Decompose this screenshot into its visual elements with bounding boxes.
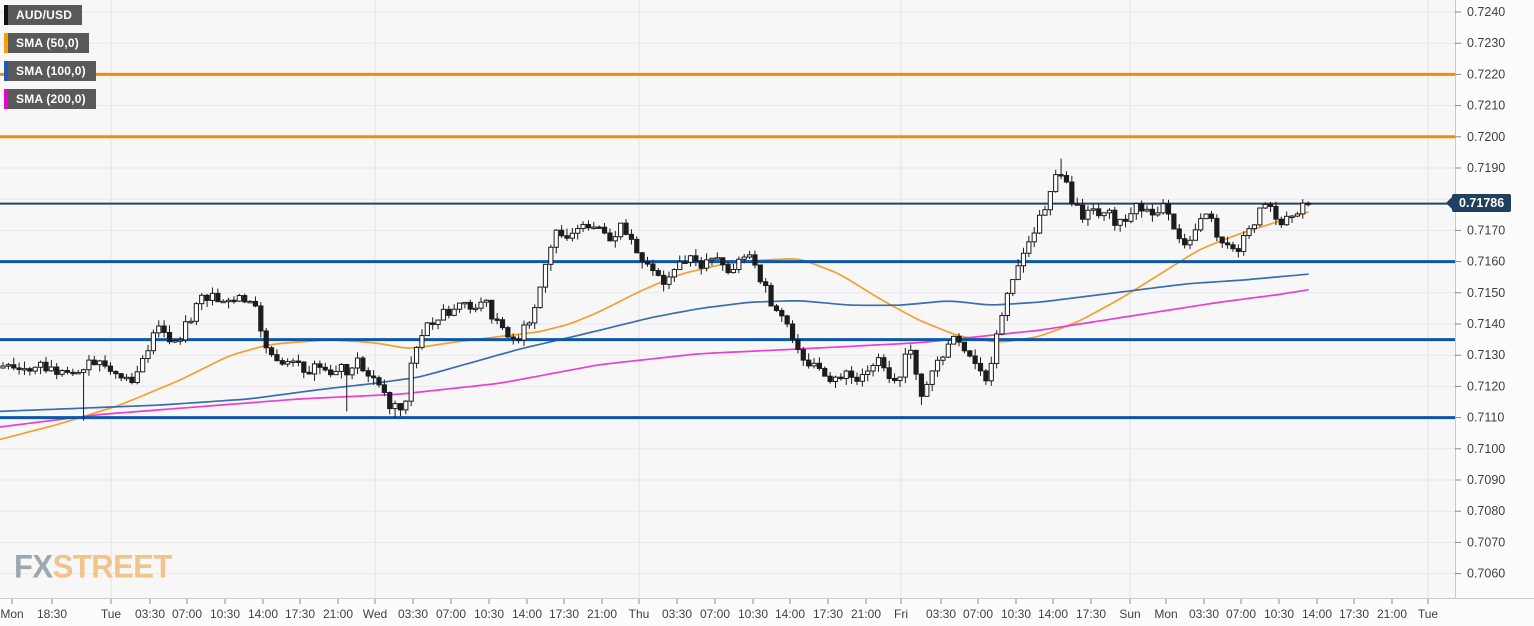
time-axis-label: 17:30 [1339,607,1369,621]
time-axis-label: 21:00 [851,607,881,621]
legend-item-label: SMA (50,0) [8,33,89,53]
legend-color-strip [4,89,8,109]
price-axis-label: 0.7220 [1467,67,1505,81]
time-axis-label: 21:00 [587,607,617,621]
legend-item-sma-100-0[interactable]: SMA (100,0) [4,61,96,81]
price-axis-label: 0.7170 [1467,223,1505,237]
candles [0,158,1311,421]
price-axis-label: 0.7210 [1467,99,1505,113]
legend-item-sma-50-0[interactable]: SMA (50,0) [4,33,89,53]
time-axis-label: Fri [894,607,908,621]
time-axis-label: 17:30 [549,607,579,621]
time-axis-label: 14:00 [512,607,542,621]
price-axis-label: 0.7090 [1467,473,1505,487]
time-axis-label: 21:00 [1377,607,1407,621]
time-axis-label: 17:30 [1076,607,1106,621]
time-axis-label: 03:30 [398,607,428,621]
price-axis-label: 0.7150 [1467,286,1505,300]
time-axis-label: 03:30 [1189,607,1219,621]
price-axis-label: 0.7140 [1467,317,1505,331]
time-axis-label: 17:30 [285,607,315,621]
legend-item-sma-200-0[interactable]: SMA (200,0) [4,89,96,109]
price-axis-label: 0.7060 [1467,567,1505,581]
legend-item-label: SMA (100,0) [8,61,96,81]
price-axis-label: 0.7110 [1467,411,1504,425]
price-axis-label: 0.7070 [1467,535,1505,549]
time-axis-label: 07:00 [172,607,202,621]
legend-item-label: SMA (200,0) [8,89,96,109]
time-axis-label: 14:00 [775,607,805,621]
legend-item-label: AUD/USD [8,5,83,25]
time-axis-label: 10:30 [210,607,240,621]
time-axis-label: Thu [629,607,650,621]
price-axis-label: 0.7100 [1467,442,1505,456]
time-axis-label: 03:30 [135,607,165,621]
time-axis-label: Mon [0,607,23,621]
horizontal-level-lines [0,72,1455,420]
time-axis-label: 10:30 [1264,607,1294,621]
legend: AUD/USD SMA (50,0) SMA (100,0) SMA (200,0) [4,5,96,117]
sma-lines [0,211,1309,441]
time-axis-label: 10:30 [474,607,504,621]
time-axis-label: Mon [1154,607,1177,621]
time-axis-label: 14:00 [1038,607,1068,621]
current-price-badge: 0.71786 [1445,194,1512,212]
price-axis-label: 0.7240 [1467,5,1505,19]
time-axis-label: 17:30 [813,607,843,621]
time-axis[interactable]: Mon 18:30 Tue 03:30 07:00 10:30 14:00 17:30 21:0… [0,599,1438,621]
legend-color-strip [4,5,8,25]
time-axis-label: 18:30 [37,607,67,621]
time-axis-label: Wed [363,607,387,621]
watermark-street: STREET [52,548,173,585]
time-axis-label: Sun [1119,607,1140,621]
price-axis-label: 0.7230 [1467,36,1505,50]
time-axis-label: Tue [1418,607,1439,621]
price-axis[interactable]: 0.7240 0.7230 0.7220 0.7210 0.7200 0.7190 0.71… [1455,5,1505,581]
price-axis-label: 0.7080 [1467,504,1505,518]
time-axis-label: 21:00 [323,607,353,621]
time-axis-label: 07:00 [1226,607,1256,621]
legend-item-symbol[interactable]: AUD/USD [4,5,83,25]
time-axis-label: 14:00 [248,607,278,621]
time-axis-label: 03:30 [662,607,692,621]
time-axis-label: 10:30 [738,607,768,621]
time-axis-label: Tue [101,607,122,621]
time-axis-label: 03:30 [926,607,956,621]
price-axis-label: 0.7200 [1467,130,1505,144]
time-axis-label: 10:30 [1001,607,1031,621]
price-axis-label: 0.7160 [1467,255,1505,269]
time-axis-label: 14:00 [1302,607,1332,621]
time-axis-label: 07:00 [963,607,993,621]
time-axis-label: 07:00 [700,607,730,621]
legend-color-strip [4,33,8,53]
watermark-fx: FX [14,548,53,585]
fxstreet-watermark: FXSTREET [14,548,172,586]
price-axis-label: 0.7120 [1467,379,1505,393]
legend-color-strip [4,61,8,81]
time-axis-label: 07:00 [436,607,466,621]
price-axis-label: 0.7130 [1467,348,1505,362]
price-axis-label: 0.7190 [1467,161,1505,175]
